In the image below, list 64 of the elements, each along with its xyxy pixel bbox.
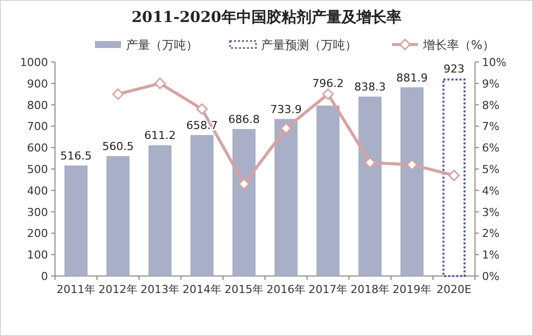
y2-tick-label: 1%	[482, 248, 500, 262]
y2-tick-label: 5%	[482, 163, 500, 176]
point	[322, 88, 334, 100]
y2-tick-label: 10%	[482, 56, 506, 69]
x-tick-label: 2011年	[56, 283, 96, 296]
y2-tick-label: 2%	[482, 227, 500, 240]
bar	[358, 96, 382, 276]
bar	[400, 87, 424, 276]
x-tick-label: 2012年	[98, 283, 138, 296]
x-tick-label: 2015年	[224, 283, 264, 296]
legend-label: 增长率（%）	[422, 38, 494, 52]
data-label: 881.9	[396, 71, 428, 84]
data-label: 686.8	[228, 113, 260, 126]
point	[196, 103, 208, 115]
bar	[274, 118, 298, 276]
x-tick-label: 2019年	[392, 283, 432, 296]
y2-tick-label: 9%	[482, 77, 500, 90]
legend-label: 产量（万吨）	[126, 38, 198, 52]
x-tick-label: 2014年	[182, 283, 222, 296]
x-tick-label: 2017年	[308, 283, 348, 296]
point	[238, 178, 250, 190]
x-tick-label: 2020E	[436, 283, 472, 296]
point	[448, 170, 460, 182]
y2-tick-label: 7%	[482, 120, 500, 134]
data-label: 611.2	[144, 129, 176, 142]
bar	[316, 106, 340, 276]
y2-tick-label: 3%	[482, 206, 500, 219]
y-tick-label: 200	[27, 227, 48, 240]
y-tick-label: 600	[27, 142, 48, 155]
point	[112, 88, 124, 100]
y2-tick-label: 0%	[482, 270, 500, 283]
data-label: 560.5	[102, 140, 134, 154]
y-tick-label: 100	[27, 248, 48, 262]
data-label: 516.5	[60, 149, 92, 162]
point	[154, 78, 166, 90]
y-tick-label: 900	[27, 77, 48, 90]
point	[406, 158, 418, 170]
data-label: 658.7	[186, 119, 218, 132]
bar	[232, 129, 256, 276]
data-label: 838.3	[354, 80, 386, 94]
data-label: 796.2	[312, 77, 344, 90]
bar	[64, 165, 88, 276]
bar	[106, 156, 130, 276]
point	[364, 156, 376, 168]
data-label: 923	[444, 62, 464, 76]
y-tick-label: 0	[41, 270, 48, 283]
y-tick-label: 400	[27, 184, 48, 198]
point	[280, 122, 292, 134]
bar	[148, 145, 172, 276]
y-tick-label: 500	[27, 163, 48, 176]
y2-tick-label: 8%	[482, 98, 500, 112]
chart-title: 2011-2020年中国胶粘剂产量及增长率	[132, 8, 402, 26]
y-tick-label: 700	[27, 120, 48, 134]
x-tick-label: 2018年	[350, 283, 390, 296]
y2-tick-label: 4%	[482, 184, 500, 198]
y2-tick-label: 6%	[482, 142, 500, 155]
bar	[190, 135, 214, 276]
legend-label: 产量预测（万吨）	[261, 38, 357, 52]
x-tick-label: 2013年	[140, 283, 180, 296]
x-tick-label: 2016年	[266, 283, 306, 296]
y-tick-label: 800	[27, 98, 48, 112]
y-tick-label: 300	[27, 206, 48, 219]
y-tick-label: 1000	[20, 56, 48, 69]
data-label: 733.9	[270, 102, 302, 116]
